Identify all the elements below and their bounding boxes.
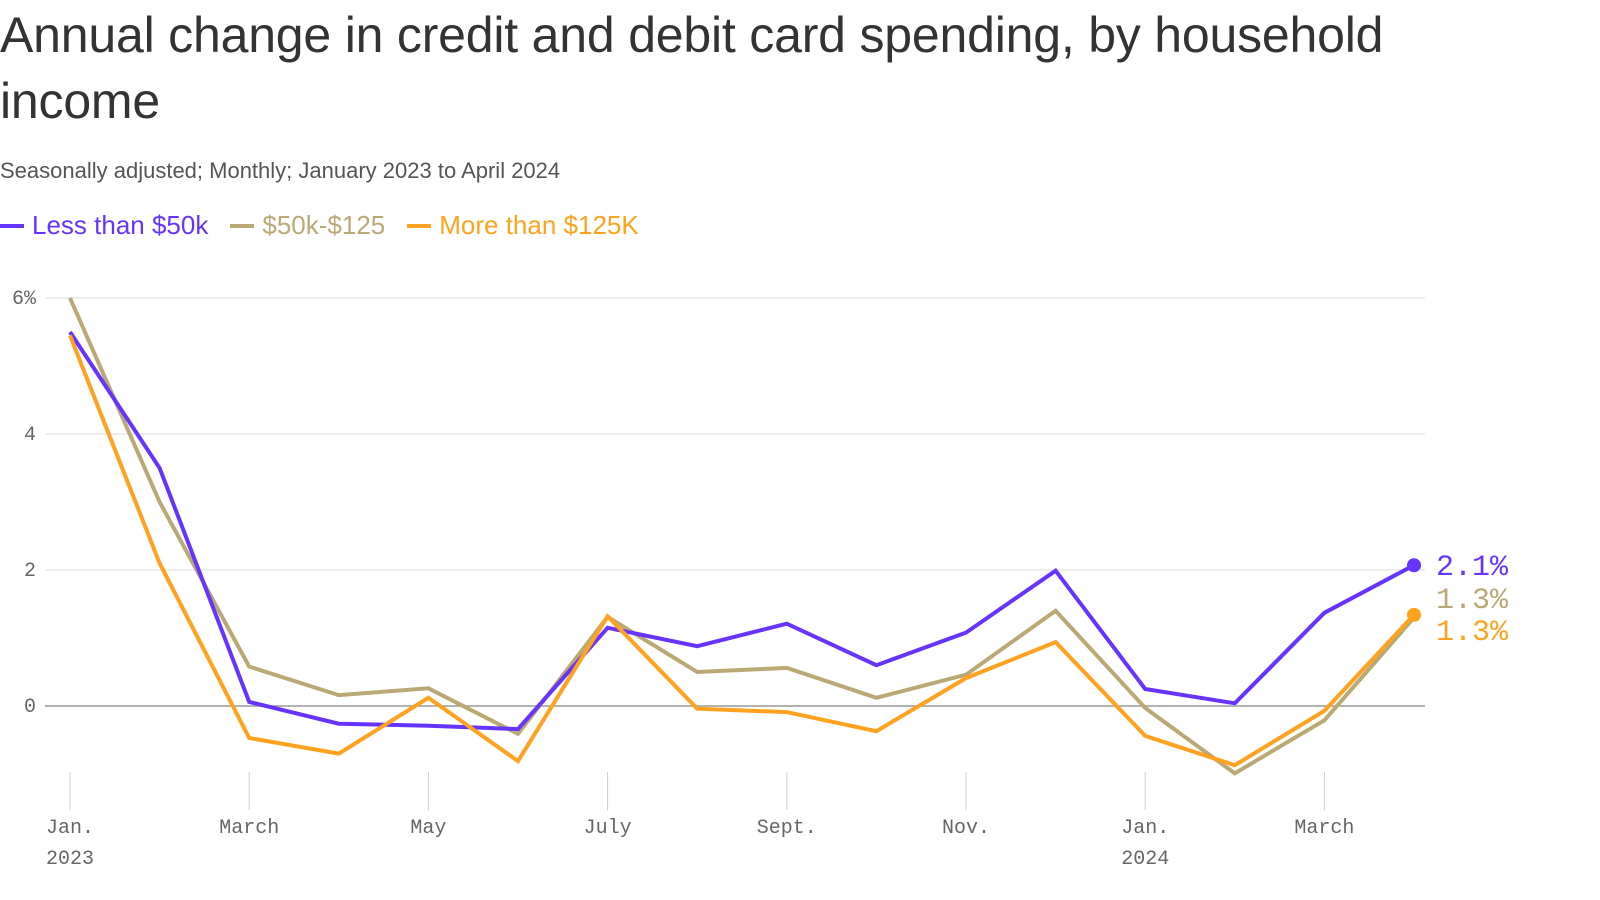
end-label-less-than-50k: 2.1% (1436, 551, 1509, 585)
legend-label-less-than-50k: Less than $50k (32, 210, 209, 240)
x-tick-label: March (1294, 817, 1354, 840)
y-tick-label: 6% (12, 288, 37, 311)
series-line-more-than-125k (68, 334, 1416, 768)
x-tick-label: Jan. (1121, 817, 1169, 840)
chart-title: Annual change in credit and debit card s… (0, 7, 1384, 129)
legend-swatch-50k-125 (230, 223, 255, 228)
series-line-less-than-50k (68, 330, 1415, 732)
legend-item-more-than-125k: More than $125K (407, 210, 639, 241)
legend-label-50k-125: $50k-$125 (262, 210, 386, 240)
x-tick-label: March (219, 817, 279, 840)
legend-item-50k-125: $50k-$125 (230, 210, 385, 241)
chart-subtitle: Seasonally adjusted; Monthly; January 20… (0, 158, 561, 183)
x-tick-label: Jan. (46, 817, 94, 840)
end-label-more-than-125k: 1.3% (1436, 616, 1509, 650)
y-tick-label: 4 (24, 424, 36, 447)
x-tick-label: July (584, 817, 632, 840)
x-tick-label: May (410, 817, 446, 840)
end-point-less-than-50k (1407, 558, 1421, 573)
legend: Less than $50k $50k-$125 More than $125K (0, 210, 639, 241)
legend-item-less-than-50k: Less than $50k (0, 210, 208, 241)
y-tick-label: 0 (24, 696, 36, 719)
x-tick-label-year: 2023 (46, 848, 94, 871)
x-tick-label: Sept. (757, 817, 817, 840)
end-point-more-than-125k (1407, 607, 1421, 622)
x-tick-label-year: 2024 (1121, 848, 1169, 871)
x-tick-label: Nov. (942, 817, 990, 840)
series-line-50k-125 (68, 297, 1416, 776)
legend-swatch-more-than-125k (407, 223, 432, 228)
y-tick-label: 2 (24, 560, 36, 583)
legend-swatch-less-than-50k (0, 223, 24, 228)
end-label-50k-125: 1.3% (1436, 584, 1509, 618)
legend-label-more-than-125k: More than $125K (439, 210, 639, 240)
